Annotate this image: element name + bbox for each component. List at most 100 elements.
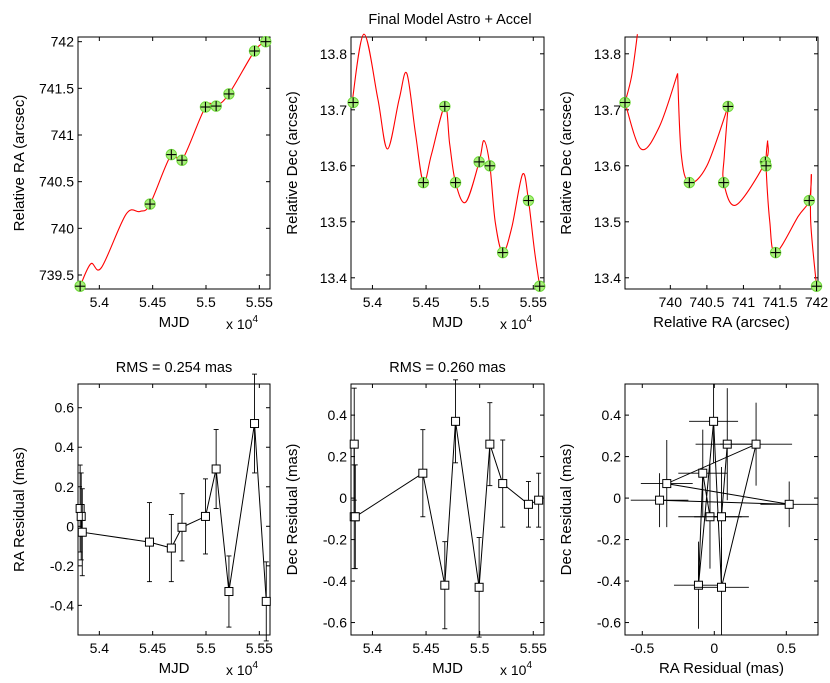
data-point-square <box>261 596 271 606</box>
panel-title: RMS = 0.254 mas <box>116 360 232 376</box>
y-axis-label: Dec Residual (mas) <box>284 444 301 576</box>
y-tick-label: 13.8 <box>594 46 621 62</box>
data-point-square <box>250 419 260 429</box>
y-tick-label: 740.5 <box>39 174 74 190</box>
y-tick-label: 739.5 <box>39 267 74 283</box>
data-point-square <box>440 580 450 590</box>
model-curve <box>351 33 541 287</box>
plot-frame <box>624 36 819 290</box>
x-axis-label: Relative RA (arcsec) <box>653 314 790 331</box>
y-tick-label: 13.5 <box>320 214 347 230</box>
y-tick-label: 13.6 <box>320 158 347 174</box>
y-tick-label: 742 <box>51 34 75 50</box>
x-tick-label: 5.5 <box>470 640 490 656</box>
y-tick-label: 13.5 <box>594 214 621 230</box>
data-point-square <box>75 504 85 514</box>
model-curve-segment <box>677 73 729 184</box>
panel-dec-vs-ra: 740 740.5 741 741.5 742 13.4 13.5 13.6 13.7 13.8 R… <box>558 34 828 331</box>
x-tick-label: 5.5 <box>196 640 216 656</box>
y-tick-label: 0 <box>613 490 621 506</box>
data-point-square <box>144 537 154 547</box>
data-point-square <box>717 582 726 592</box>
data-point-square <box>485 439 495 449</box>
x-tick-label: 742 <box>805 294 829 310</box>
x-tick-label: 5.55 <box>246 640 273 656</box>
x-tick-label: 5.4 <box>363 294 383 310</box>
x-tick-label: 5.55 <box>246 294 273 310</box>
x-exponent-power: 4 <box>252 314 258 325</box>
data-point-square <box>418 468 428 478</box>
data-point-square <box>211 464 221 474</box>
residual-line <box>353 421 539 588</box>
y-tick-label: 0.4 <box>328 407 348 423</box>
data-point-square <box>166 543 176 553</box>
y-tick-label: 741.5 <box>39 80 74 96</box>
data-point-square <box>693 580 703 590</box>
y-tick-label: 740 <box>51 220 75 236</box>
data-point-square <box>474 582 484 592</box>
data-point-square <box>77 527 87 537</box>
x-tick-label: 5.5 <box>196 294 216 310</box>
x-tick-label: 5.45 <box>412 294 439 310</box>
data-point-square <box>717 512 726 522</box>
x-exponent-power: 4 <box>526 660 532 671</box>
data-point-square <box>784 499 794 509</box>
y-tick-label: 13.8 <box>320 46 347 62</box>
panel-ra-vs-mjd: 5.4 5.45 5.5 5.55 739.5 740 740.5 741 741.5 742 MJ… <box>11 34 273 332</box>
y-axis-label: Relative Dec (arcsec) <box>558 91 575 234</box>
y-tick-label: 13.7 <box>594 102 621 118</box>
x-tick-label: 5.5 <box>470 294 490 310</box>
model-curve <box>79 41 267 287</box>
y-tick-label: 0.4 <box>55 439 75 455</box>
data-point-square <box>662 479 672 489</box>
y-axis-label: Relative RA (arcsec) <box>11 95 28 232</box>
y-tick-label: -0.4 <box>597 573 621 589</box>
panel-residual-scatter: -0.5 0 0.5 -0.6 -0.4 -0.2 0 0.2 0.4 RA Residual (… <box>558 383 819 677</box>
plot-frame <box>350 383 545 636</box>
x-axis-label: MJD <box>159 660 190 677</box>
data-point-square <box>655 495 665 505</box>
y-axis-label: Relative Dec (arcsec) <box>284 91 301 234</box>
data-point-square <box>76 511 86 521</box>
y-tick-label: 0.2 <box>328 449 348 465</box>
data-point-square <box>751 439 761 449</box>
x-exponent-label: x 104 <box>226 314 258 332</box>
x-tick-label: 5.4 <box>90 640 110 656</box>
y-tick-label: 0.4 <box>602 407 622 423</box>
x-tick-label: 741.5 <box>762 294 797 310</box>
figure-title: Final Model Astro + Accel <box>368 12 531 28</box>
y-tick-label: 13.4 <box>594 270 621 286</box>
model-curve-segment <box>624 73 679 151</box>
data-point-square <box>534 495 544 505</box>
x-exponent-label: x 104 <box>500 314 532 332</box>
data-point-square <box>177 522 187 532</box>
y-tick-label: -0.2 <box>323 532 347 548</box>
model-curve-segment <box>809 174 818 287</box>
x-exponent-label: x 104 <box>226 660 258 678</box>
residual-line <box>79 423 267 602</box>
x-axis-label: MJD <box>432 314 463 331</box>
data-point-square <box>523 499 533 509</box>
data-point-square <box>709 416 719 426</box>
y-tick-label: -0.4 <box>323 573 347 589</box>
x-exponent-power: 4 <box>252 660 258 671</box>
y-tick-label: -0.4 <box>50 597 74 613</box>
x-exponent-label: x 104 <box>500 660 532 678</box>
model-curve-segment <box>765 140 812 254</box>
y-tick-label: 0 <box>339 490 347 506</box>
data-point-square <box>349 439 359 449</box>
x-axis-label: MJD <box>159 314 190 331</box>
x-tick-label: 5.55 <box>520 640 547 656</box>
x-axis-label: MJD <box>432 660 463 677</box>
x-tick-label: 0 <box>710 640 718 656</box>
y-tick-label: 13.6 <box>594 158 621 174</box>
x-tick-label: 0.5 <box>777 640 797 656</box>
y-tick-label: -0.2 <box>597 532 621 548</box>
y-tick-label: 0.2 <box>55 479 75 495</box>
data-point-square <box>451 416 461 426</box>
x-exponent-power: 4 <box>526 314 532 325</box>
x-tick-label: 5.4 <box>90 294 110 310</box>
x-tick-label: 5.45 <box>139 640 166 656</box>
x-tick-label: 5.55 <box>520 294 547 310</box>
x-tick-label: 5.45 <box>139 294 166 310</box>
